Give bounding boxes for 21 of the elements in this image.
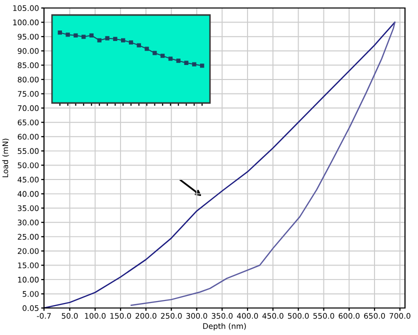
point <box>113 36 118 42</box>
point <box>121 38 126 42</box>
point <box>74 33 78 38</box>
point <box>160 54 165 58</box>
point <box>128 40 134 45</box>
point <box>192 62 196 66</box>
point <box>89 33 94 38</box>
point <box>168 56 173 61</box>
point <box>105 36 110 40</box>
line-series <box>44 22 396 308</box>
point <box>136 43 141 48</box>
point <box>58 30 62 35</box>
point <box>82 34 86 39</box>
point <box>176 58 180 63</box>
point <box>144 46 149 51</box>
point <box>66 32 70 37</box>
point <box>97 38 102 42</box>
point <box>200 64 204 68</box>
line-series <box>130 22 396 306</box>
point <box>184 60 188 65</box>
point <box>152 50 157 56</box>
